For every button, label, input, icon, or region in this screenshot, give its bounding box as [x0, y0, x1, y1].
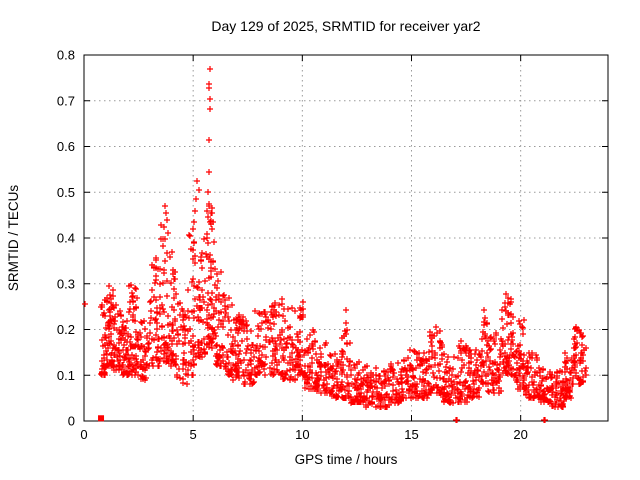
data-points [82, 66, 589, 423]
tick-labels: 0 0.1 0.2 0.3 0.4 0.5 0.6 0.7 0.8 0 5 10 15 20 [57, 48, 528, 443]
y-tick-label: 0.7 [57, 93, 75, 108]
y-tick-label: 0.5 [57, 185, 75, 200]
y-tick-label: 0 [68, 414, 75, 429]
x-tick-label: 20 [513, 427, 527, 442]
y-tick-label: 0.1 [57, 368, 75, 383]
y-tick-label: 0.8 [57, 48, 75, 63]
square-point-flagged [129, 343, 136, 350]
y-tick-label: 0.4 [57, 231, 75, 246]
plot-box [83, 54, 609, 422]
x-tick-label: 0 [80, 427, 87, 442]
y-tick-label: 0.6 [57, 139, 75, 154]
x-tick-label: 5 [190, 427, 197, 442]
chart-title: Day 129 of 2025, SRMTID for receiver yar… [211, 18, 480, 34]
y-axis-label: SRMTID / TECUs [6, 185, 21, 292]
square-point-flagged [98, 415, 105, 422]
y-tick-label: 0.3 [57, 276, 75, 291]
x-tick-label: 10 [295, 427, 309, 442]
square-point-flagged [238, 319, 245, 326]
x-tick-label: 15 [404, 427, 418, 442]
scatter-points-srmtid [82, 66, 589, 423]
x-axis-label: GPS time / hours [295, 452, 398, 467]
plot-border [83, 54, 609, 422]
y-tick-label: 0.2 [57, 322, 75, 337]
